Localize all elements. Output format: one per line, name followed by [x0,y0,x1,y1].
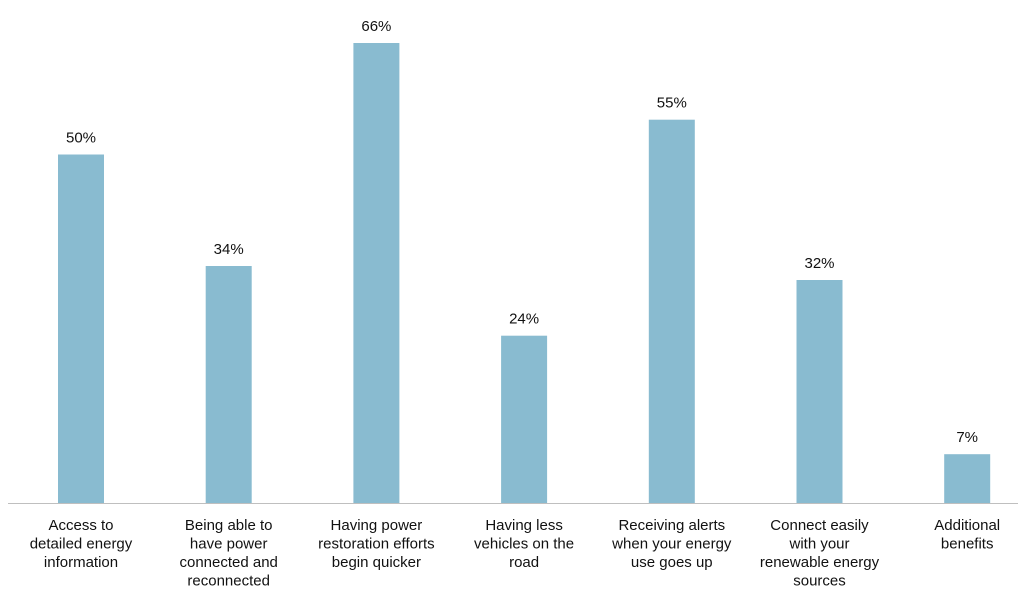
bar-2 [205,266,252,503]
category-label-2: Being able to have power connected and reco… [179,517,277,590]
category-label-line: restoration efforts [318,536,434,553]
data-label-6: 32% [804,255,834,272]
bar-3 [353,43,400,503]
category-label-line: have power [190,536,268,553]
category-label-line: Connect easily [770,517,869,534]
category-label-line: sources [793,573,846,590]
bar-4 [501,335,548,503]
category-label-line: Having power [331,517,423,534]
category-label-3: Having power restoration efforts begin qui… [318,517,434,571]
category-label-line: begin quicker [332,554,421,571]
data-label-5: 55% [657,95,687,112]
category-label-1: Access to detailed energy information [30,517,133,571]
category-label-line: Additional [934,517,1000,534]
category-label-line: Having less [485,517,563,534]
category-labels-group: Access to detailed energy information Being… [30,517,1000,590]
category-label-line: vehicles on the [474,536,574,553]
category-label-line: use goes up [631,554,713,571]
category-label-6: Connect easily with your renewable energy s… [760,517,880,590]
category-label-line: road [509,554,539,571]
data-label-2: 34% [214,241,244,258]
category-label-line: Access to [48,517,113,534]
category-label-line: information [44,554,118,571]
bars-group [58,43,991,503]
category-label-7: Additional benefits [934,517,1000,553]
category-label-line: detailed energy [30,536,133,553]
bar-5 [648,119,695,503]
bar-1 [58,154,104,503]
data-label-3: 66% [361,18,391,35]
category-label-5: Receiving alerts when your energy use goes… [611,517,732,571]
data-label-1: 50% [66,130,96,147]
data-label-7: 7% [956,429,978,446]
category-label-line: renewable energy [760,554,880,571]
category-label-line: with your [788,536,849,553]
bar-6 [796,280,843,503]
category-label-line: Receiving alerts [618,517,725,534]
category-label-line: benefits [941,536,994,553]
data-label-4: 24% [509,311,539,328]
category-label-line: connected and [179,554,277,571]
category-label-line: when your energy [611,536,732,553]
category-label-line: Being able to [185,517,273,534]
bar-7 [944,454,991,503]
data-labels-group: 50% 34% 66% 24% 55% 32% 7% [66,18,978,446]
category-label-4: Having less vehicles on the road [474,517,574,571]
category-label-line: reconnected [187,573,270,590]
